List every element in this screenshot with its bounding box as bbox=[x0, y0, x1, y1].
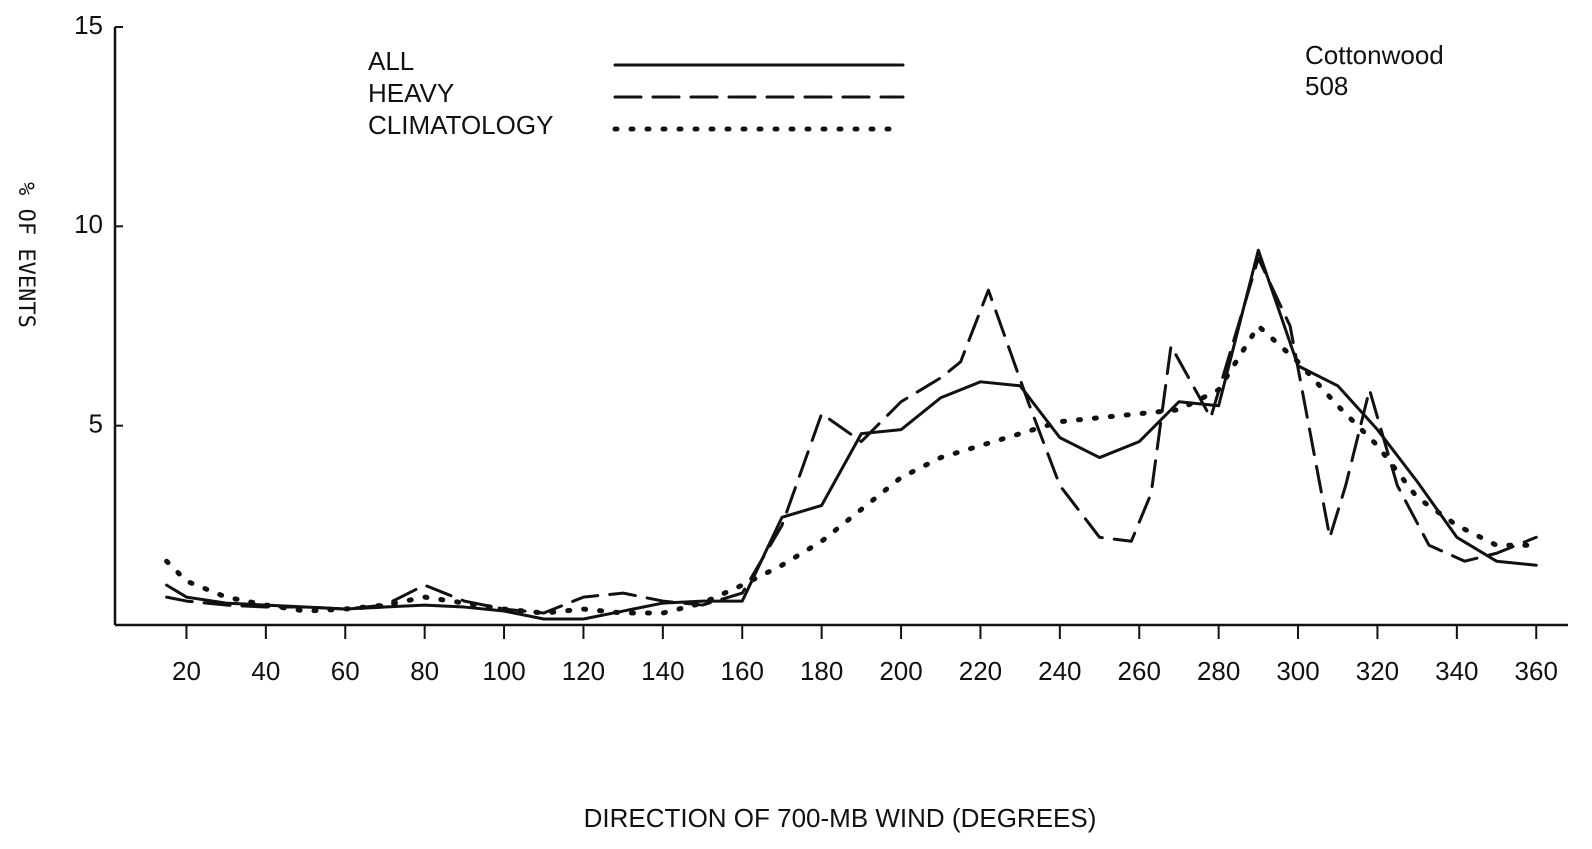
x-tick-label: 260 bbox=[1118, 656, 1161, 686]
x-tick-label: 160 bbox=[721, 656, 764, 686]
y-tick-label: 10 bbox=[74, 209, 103, 239]
x-tick-label: 200 bbox=[879, 656, 922, 686]
x-tick-label: 120 bbox=[562, 656, 605, 686]
y-tick-label: 15 bbox=[74, 10, 103, 40]
x-tick-label: 140 bbox=[641, 656, 684, 686]
x-tick-label: 320 bbox=[1356, 656, 1399, 686]
x-tick-label: 280 bbox=[1197, 656, 1240, 686]
x-tick-label: 240 bbox=[1038, 656, 1081, 686]
x-tick-label: 340 bbox=[1435, 656, 1478, 686]
annotation: 508 bbox=[1305, 71, 1348, 101]
x-tick-label: 180 bbox=[800, 656, 843, 686]
x-tick-label: 20 bbox=[172, 656, 201, 686]
annotation: Cottonwood bbox=[1305, 40, 1444, 70]
x-tick-label: 80 bbox=[410, 656, 439, 686]
legend-label: CLIMATOLOGY bbox=[368, 110, 553, 140]
x-tick-label: 40 bbox=[251, 656, 280, 686]
x-tick-label: 360 bbox=[1515, 656, 1558, 686]
y-tick-label: 5 bbox=[89, 409, 103, 439]
legend-label: ALL bbox=[368, 46, 414, 76]
x-axis-label: DIRECTION OF 700-MB WIND (DEGREES) bbox=[584, 803, 1097, 833]
y-axis-label: % OF EVENTS bbox=[13, 182, 38, 328]
data-line bbox=[165, 256, 1538, 615]
x-tick-label: 60 bbox=[331, 656, 360, 686]
x-tick-label: 300 bbox=[1276, 656, 1319, 686]
x-tick-label: 100 bbox=[482, 656, 525, 686]
data-line bbox=[164, 323, 1539, 616]
legend-label: HEAVY bbox=[368, 78, 454, 108]
x-tick-label: 220 bbox=[959, 656, 1002, 686]
